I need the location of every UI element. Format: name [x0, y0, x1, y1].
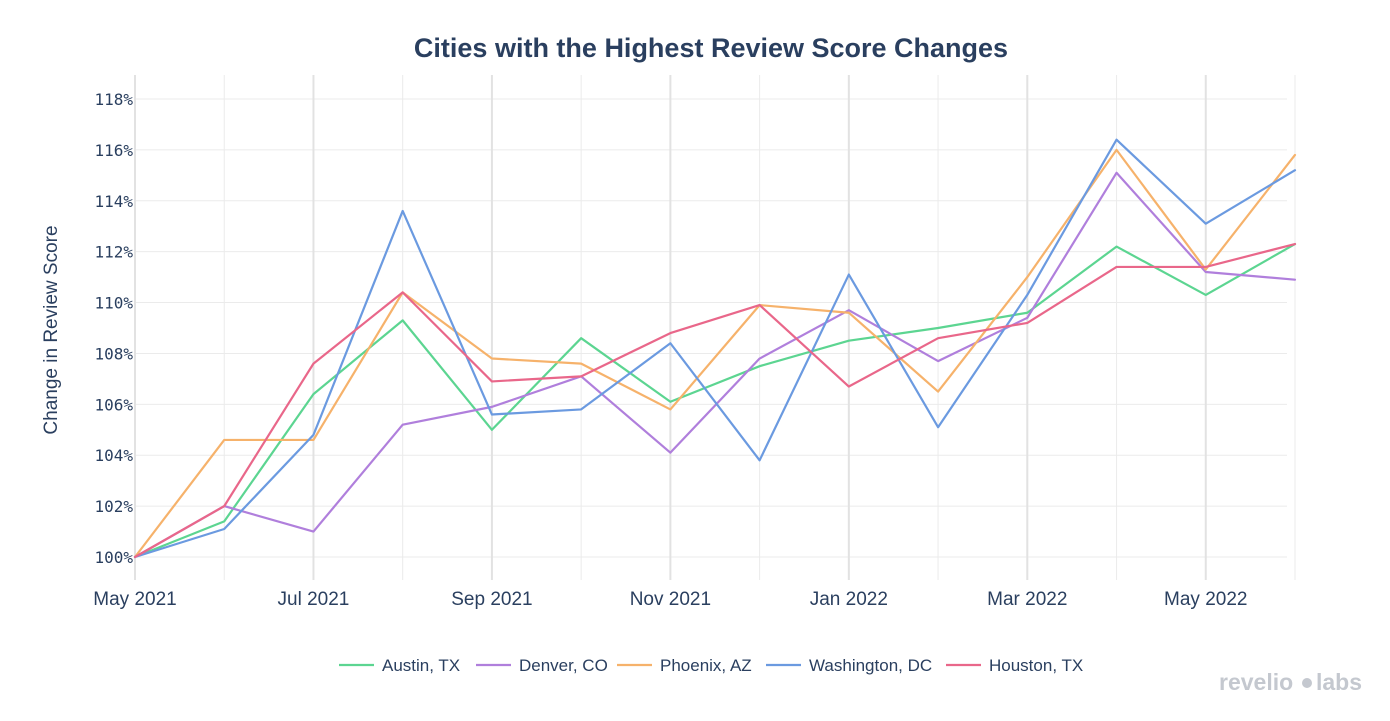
- y-tick-label: 116%: [94, 141, 133, 160]
- legend-label: Denver, CO: [519, 656, 608, 675]
- legend-label: Washington, DC: [809, 656, 932, 675]
- y-tick-label: 110%: [94, 294, 133, 313]
- watermark-logo: revelio labs: [1219, 669, 1362, 695]
- y-tick-label: 102%: [94, 497, 133, 516]
- x-tick-label: Nov 2021: [630, 589, 711, 610]
- series-line-houston-tx: [133, 242, 1297, 559]
- legend-item-denver-co[interactable]: Denver, CO: [476, 656, 608, 675]
- series-line-phoenix-az: [133, 148, 1297, 559]
- y-axis-label: Change in Review Score: [41, 225, 62, 434]
- series-line-washington-dc: [133, 138, 1297, 559]
- y-tick-label: 104%: [94, 446, 133, 465]
- y-tick-label: 114%: [94, 192, 133, 211]
- legend: Austin, TX Denver, CO Phoenix, AZ Washingto…: [339, 656, 1083, 675]
- x-tick-label: Mar 2022: [987, 589, 1067, 610]
- legend-label: Austin, TX: [382, 656, 460, 675]
- y-tick-label: 106%: [94, 395, 133, 414]
- legend-item-austin-tx[interactable]: Austin, TX: [339, 656, 460, 675]
- y-tick-label: 108%: [94, 344, 133, 363]
- legend-item-houston-tx[interactable]: Houston, TX: [946, 656, 1083, 675]
- series-line-denver-co: [133, 171, 1297, 559]
- x-tick-label: Sep 2021: [451, 589, 532, 610]
- series-line-austin-tx: [133, 242, 1297, 559]
- x-tick-label: May 2021: [93, 589, 176, 610]
- x-tick-label: May 2022: [1164, 589, 1247, 610]
- legend-item-phoenix-az[interactable]: Phoenix, AZ: [617, 656, 752, 675]
- series-lines: [133, 138, 1297, 559]
- legend-label: Houston, TX: [989, 656, 1083, 675]
- legend-label: Phoenix, AZ: [660, 656, 752, 675]
- y-tick-label: 112%: [94, 243, 133, 262]
- x-tick-label: Jan 2022: [810, 589, 888, 610]
- watermark-text-right: labs: [1316, 669, 1362, 695]
- legend-item-washington-dc[interactable]: Washington, DC: [766, 656, 932, 675]
- grid: [134, 75, 1296, 580]
- y-tick-label: 118%: [94, 90, 133, 109]
- y-axis-ticks: 100% 102% 104% 106% 108% 110% 112% 114% 116% 118%: [94, 90, 133, 567]
- x-tick-label: Jul 2021: [278, 589, 350, 610]
- chart-title: Cities with the Highest Review Score Cha…: [414, 33, 1008, 63]
- y-tick-label: 100%: [94, 548, 133, 567]
- watermark-dot: [1302, 678, 1312, 688]
- x-axis-ticks: May 2021 Jul 2021 Sep 2021 Nov 2021 Jan 2022…: [93, 589, 1247, 610]
- watermark-text-left: revelio: [1219, 669, 1293, 695]
